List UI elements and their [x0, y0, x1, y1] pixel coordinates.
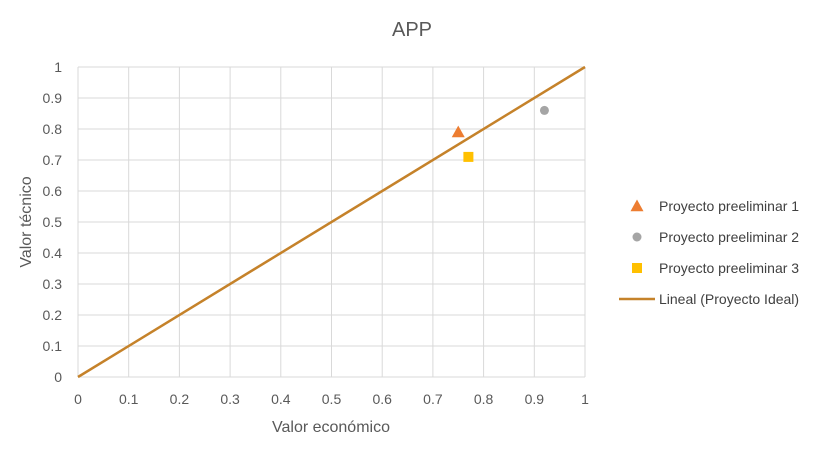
plot-area — [77, 65, 586, 379]
legend-marker-2 — [632, 232, 642, 242]
legend: Proyecto preeliminar 1 Proyecto preelimin… — [619, 198, 799, 307]
y-tick-label-9: 0.9 — [43, 90, 63, 106]
x-tick-label-6: 0.6 — [372, 391, 392, 407]
x-tick-label-3: 0.3 — [220, 391, 240, 407]
legend-marker-3 — [632, 263, 642, 273]
trendline-proyecto-ideal — [77, 65, 586, 379]
x-tick-label-2: 0.2 — [170, 391, 190, 407]
y-tick-label-4: 0.4 — [43, 245, 63, 261]
gridlines — [77, 66, 586, 378]
y-tick-label-1: 0.1 — [43, 338, 63, 354]
x-tick-label-10: 1 — [581, 391, 589, 407]
y-tick-label-7: 0.7 — [43, 152, 63, 168]
x-tick-label-0: 0 — [74, 391, 82, 407]
x-tick-label-9: 0.9 — [525, 391, 545, 407]
legend-label-3: Proyecto preeliminar 3 — [659, 260, 799, 276]
y-tick-label-5: 0.5 — [43, 214, 63, 230]
y-tick-label-3: 0.3 — [43, 276, 63, 292]
y-tick-label-10: 1 — [54, 59, 62, 75]
y-tick-label-8: 0.8 — [43, 121, 63, 137]
legend-label-4: Lineal (Proyecto Ideal) — [659, 291, 799, 307]
data-point-series-1-0 — [451, 125, 465, 138]
y-tick-label-2: 0.2 — [43, 307, 63, 323]
data-point-series-2-0 — [539, 105, 549, 115]
legend-item-2: Proyecto preeliminar 2 — [632, 229, 799, 245]
legend-item-4: Lineal (Proyecto Ideal) — [619, 291, 799, 307]
legend-label-1: Proyecto preeliminar 1 — [659, 198, 799, 214]
y-axis-title: Valor técnico — [18, 176, 35, 267]
legend-label-2: Proyecto preeliminar 2 — [659, 229, 799, 245]
legend-item-3: Proyecto preeliminar 3 — [632, 260, 799, 276]
x-tick-label-1: 0.1 — [119, 391, 139, 407]
data-point-series-3-0 — [463, 151, 474, 162]
x-tick-label-5: 0.5 — [322, 391, 342, 407]
x-axis-title: Valor económico — [272, 419, 390, 436]
legend-marker-1 — [630, 199, 644, 212]
chart-title: APP — [392, 19, 432, 41]
x-tick-label-4: 0.4 — [271, 391, 291, 407]
y-tick-label-0: 0 — [54, 369, 62, 385]
x-tick-label-8: 0.8 — [474, 391, 494, 407]
legend-item-1: Proyecto preeliminar 1 — [630, 198, 799, 214]
y-tick-label-6: 0.6 — [43, 183, 63, 199]
tick-labels: 0 0.1 0.2 0.3 0.4 0.5 0.6 0.7 0.8 0.9 1 0 0.1 0.2 0.3 0… — [43, 59, 590, 407]
x-tick-label-7: 0.7 — [423, 391, 443, 407]
